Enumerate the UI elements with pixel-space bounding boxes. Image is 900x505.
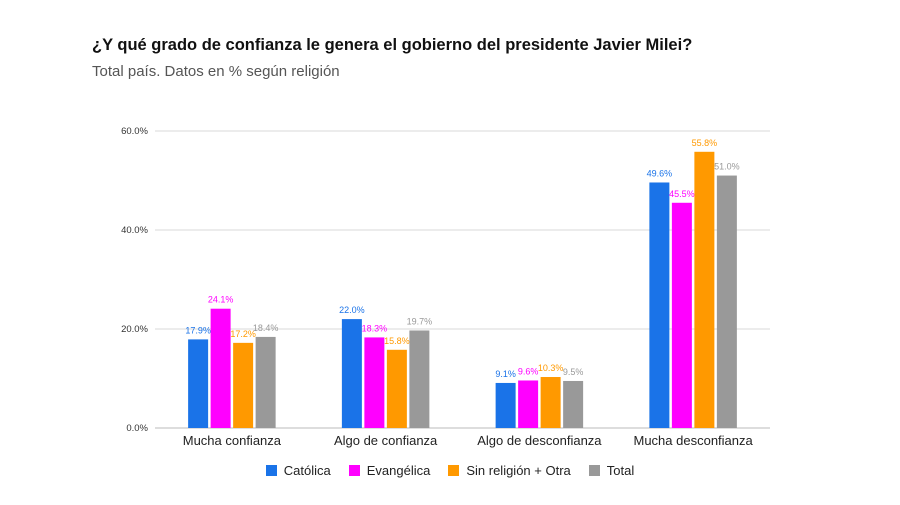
bar (649, 182, 670, 428)
data-label: 18.3% (362, 323, 388, 333)
y-tick-label: 0.0% (126, 423, 148, 434)
data-label: 19.7% (407, 316, 433, 326)
data-label: 55.8% (692, 138, 718, 148)
x-category-label: Mucha desconfianza (634, 433, 754, 448)
legend-item: Sin religión + Otra (448, 463, 571, 478)
bar (671, 202, 692, 428)
y-tick-label: 60.0% (121, 126, 148, 137)
bar (341, 319, 362, 428)
bar (563, 380, 584, 428)
chart-legend: Católica Evangélica Sin religión + Otra Tot… (0, 463, 900, 478)
bar (255, 336, 276, 428)
bar (210, 308, 231, 428)
legend-swatch (588, 465, 600, 476)
legend-item: Evangélica (348, 463, 431, 478)
legend-label: Evangélica (366, 463, 431, 478)
legend-label: Total (606, 463, 635, 478)
chart-title: ¿Y qué grado de confianza le genera el g… (92, 36, 693, 54)
bar (540, 377, 561, 428)
x-category-label: Algo de confianza (334, 433, 438, 448)
bar (233, 342, 254, 428)
y-tick-label: 20.0% (121, 324, 148, 335)
legend-swatch (448, 465, 460, 476)
x-category-label: Mucha confianza (183, 433, 282, 448)
bar (409, 330, 430, 428)
data-label: 9.1% (495, 369, 516, 379)
data-label: 17.2% (230, 329, 256, 339)
data-label: 24.1% (208, 295, 234, 305)
bar (694, 151, 715, 429)
bar (188, 339, 209, 428)
legend-swatch (348, 465, 360, 476)
legend-label: Sin religión + Otra (466, 463, 571, 478)
data-label: 9.5% (563, 367, 584, 377)
y-tick-label: 40.0% (121, 225, 148, 236)
bar (716, 175, 737, 428)
data-label: 49.6% (647, 168, 673, 178)
chart-subtitle: Total país. Datos en % según religión (92, 63, 340, 80)
bar (364, 337, 385, 428)
legend-item: Total (588, 463, 635, 478)
data-label: 51.0% (714, 162, 740, 172)
data-label: 17.9% (185, 325, 211, 335)
bar (518, 380, 539, 428)
legend-label: Católica (283, 463, 331, 478)
data-label: 9.6% (518, 366, 539, 376)
bar (386, 349, 407, 428)
legend-swatch (265, 465, 277, 476)
data-label: 15.8% (384, 336, 410, 346)
data-label: 45.5% (669, 189, 695, 199)
x-category-label: Algo de desconfianza (477, 433, 602, 448)
data-label: 10.3% (538, 363, 564, 373)
data-label: 22.0% (339, 305, 365, 315)
bar (495, 382, 516, 428)
legend-item: Católica (265, 463, 331, 478)
data-label: 18.4% (253, 323, 279, 333)
